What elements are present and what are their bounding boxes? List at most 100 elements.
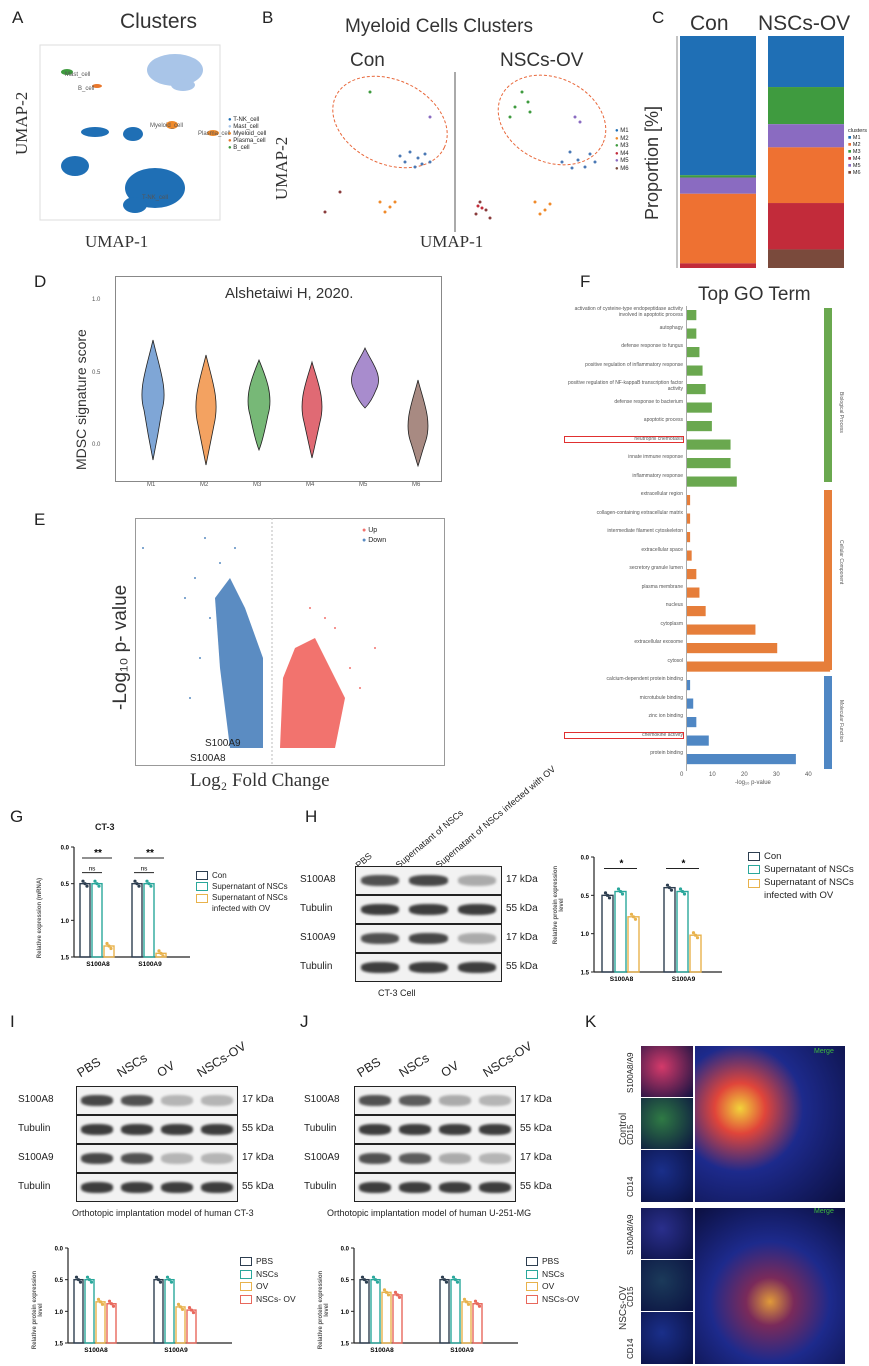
blot-kda-2: 17 kDa	[506, 932, 538, 943]
panel-j-caption: Orthotopic implantation model of human U…	[327, 1208, 532, 1218]
if-nscsov-CD15	[640, 1259, 694, 1313]
blot-strip-0	[76, 1086, 238, 1115]
band	[457, 933, 497, 944]
band	[360, 933, 400, 944]
panel-g-letter: G	[10, 807, 24, 826]
c-bar-M3-Con	[680, 175, 756, 178]
blot-strip-2	[354, 1144, 516, 1173]
gene-s100a9: S100A9	[205, 738, 241, 749]
bar-PBS-S100A9	[153, 1278, 164, 1344]
band	[399, 1153, 431, 1164]
go-bar-15	[687, 587, 700, 598]
band	[161, 1095, 193, 1106]
band	[360, 875, 400, 886]
c-bar-M5-NSCs-OV	[768, 124, 844, 148]
gene-s100a8: S100A8	[190, 753, 226, 764]
panel-a-ylabel: UMAP-2	[12, 91, 31, 155]
xtick-S100A9: S100A9	[672, 976, 696, 983]
blot-row-label-0: S100A8	[304, 1094, 340, 1105]
panel-k-merge-1: Merge	[814, 1048, 834, 1055]
panel-i-letter: I	[10, 1012, 15, 1031]
band	[360, 904, 400, 915]
go-bar-1	[687, 328, 697, 339]
panel-b-xlabel: UMAP-1	[420, 232, 484, 251]
panel-e-letter: E	[34, 510, 46, 529]
xtick-S100A9: S100A9	[164, 1347, 188, 1354]
panel-i-caption: Orthotopic implantation model of human C…	[72, 1208, 254, 1218]
panel-f-cat-mf: Molecular Function	[838, 700, 844, 743]
band	[161, 1153, 193, 1164]
ytick: 0.5	[61, 882, 70, 888]
go-term-4: positive regulation of NF-kappaB transcr…	[567, 380, 683, 392]
go-term-12: intermediate filament cytoskeleton	[607, 528, 683, 534]
band	[439, 1153, 471, 1164]
panel-d-xtick-2: M3	[253, 482, 262, 488]
band	[399, 1182, 431, 1193]
panel-f-xtick-1: 10	[709, 772, 716, 778]
if-stain-label: S100A8/A9	[626, 1052, 635, 1093]
panel-h-chart: 1.5 1.0 0.5 0.0 S100A8 * S100A9 *	[581, 856, 722, 983]
bar-PBS-S100A8	[359, 1278, 370, 1344]
panel-b-letter: B	[262, 8, 274, 27]
panel-c-chart	[676, 36, 844, 268]
panel-d-letter: D	[34, 272, 47, 291]
bar-Con-S100A8	[79, 882, 91, 958]
panel-d-violins	[141, 339, 429, 468]
go-bar-16	[687, 606, 706, 617]
lane-label-1: Supernatant of NSCs	[393, 807, 466, 870]
bar-Con-S100A9	[663, 886, 676, 973]
if-merge-control	[694, 1045, 846, 1203]
panel-e-ylabel: -Log₁₀ p- value	[110, 584, 131, 710]
panel-d-xtick-5: M6	[412, 482, 421, 488]
bar-NSCs-S100A8	[370, 1278, 381, 1344]
c-bar-M4-NSCs-OV	[768, 203, 844, 250]
if-merge-nscsov	[694, 1207, 846, 1365]
panel-g-chart: 1.5 1.0 0.5 0.0 S100A8 ** ns S100A9 ** ns	[61, 846, 190, 968]
label-myeloid: Myeloid_cell	[150, 123, 184, 129]
panel-j-blot: S100A8 17 kDa Tubulin 55 kDa S100A9 17 kDa Tub…	[304, 1086, 569, 1202]
panel-f-xtick-3: 30	[773, 772, 780, 778]
c-bar-M4-Con	[680, 263, 756, 268]
go-term-16: nucleus	[665, 602, 683, 608]
go-bar-22	[687, 717, 697, 728]
panel-g-title: CT-3	[95, 822, 115, 832]
ytick: 0.0	[341, 1247, 350, 1253]
go-bar-23	[687, 735, 709, 746]
bar-Supernatant of NSCs-S100A9	[676, 890, 689, 973]
if-stain-label: CD14	[626, 1338, 635, 1359]
blot-kda-0: 17 kDa	[242, 1094, 274, 1105]
if-nscsov-CD14	[640, 1311, 694, 1365]
band	[457, 962, 497, 973]
panel-d-xtick-4: M5	[359, 482, 368, 488]
go-term-21: microtubule binding	[639, 694, 683, 701]
blot-strip-2	[76, 1144, 238, 1173]
panel-i-ylabel: Relative protein expression level	[32, 1270, 44, 1350]
blot-kda-1: 55 kDa	[520, 1123, 552, 1134]
go-bar-17	[687, 624, 756, 635]
bar-OV-S100A9	[175, 1306, 186, 1344]
c-bar-M2-NSCs-OV	[768, 147, 844, 204]
panel-k-images: S100A8/A9 CD15 CD14 S100A8/A9 CD15 CD14	[626, 1045, 846, 1366]
if-control-CD14	[640, 1149, 694, 1203]
if-control-S100A8-A9	[640, 1045, 694, 1099]
band	[201, 1153, 233, 1164]
go-term-14: secretory granule lumen	[629, 565, 683, 571]
band	[479, 1182, 511, 1193]
panel-e-xlabel: Log₂ Fold Change	[190, 770, 330, 791]
panel-d-xtick-3: M4	[306, 482, 315, 488]
band	[81, 1153, 113, 1164]
blot-row-label-3: Tubulin	[304, 1181, 337, 1192]
ytick: 1.0	[341, 1310, 350, 1316]
label-b: B_cell	[78, 86, 95, 92]
c-bar-M1-NSCs-OV	[768, 36, 844, 88]
panel-f-xtick-0: 0	[680, 772, 684, 778]
blot-row-label-1: Tubulin	[304, 1123, 337, 1134]
ytick: 1.0	[61, 919, 70, 925]
blot-strip-0	[354, 1086, 516, 1115]
go-bar-13	[687, 550, 692, 561]
blot-kda-0: 17 kDa	[520, 1094, 552, 1105]
blot-kda-2: 17 kDa	[242, 1152, 274, 1163]
panel-d-xtick-0: M1	[147, 482, 156, 488]
sig-S100A9: *	[682, 859, 686, 870]
panel-f-xtick-4: 40	[805, 772, 812, 778]
